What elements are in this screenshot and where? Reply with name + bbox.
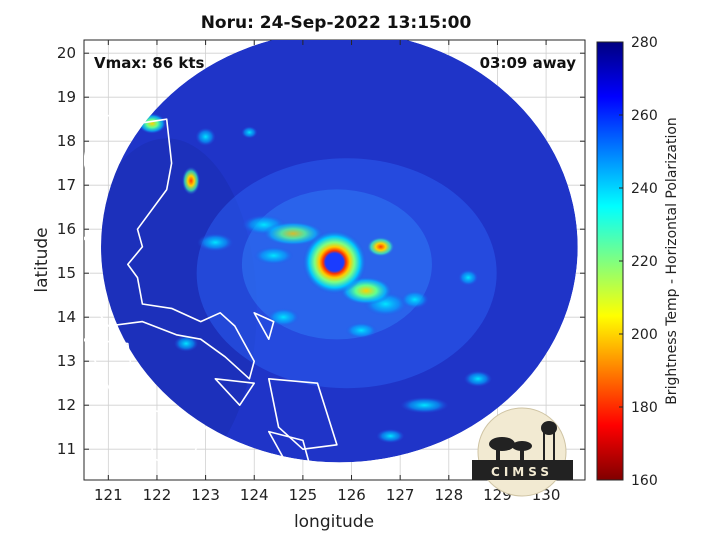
y-tick-label: 19 xyxy=(57,88,76,106)
convective-cell xyxy=(241,126,258,139)
convective-cell xyxy=(345,322,378,339)
x-tick-label: 128 xyxy=(434,486,463,504)
colorbar-label: Brightness Temp - Horizontal Polarizatio… xyxy=(664,117,680,405)
colorbar-tick-label: 220 xyxy=(631,254,658,270)
x-tick-label: 122 xyxy=(143,486,172,504)
colorbar-ticks: 160 180 200 220 240 260 280 xyxy=(619,35,658,489)
coastline xyxy=(253,312,275,340)
coastline xyxy=(268,378,338,450)
coastline xyxy=(268,430,314,477)
colorbar-tick-label: 280 xyxy=(631,35,658,51)
convective-cell xyxy=(195,127,216,146)
y-tick-label: 11 xyxy=(57,440,76,458)
convective-cell xyxy=(400,397,449,414)
y-ticks: 11 12 13 14 15 16 17 18 19 20 xyxy=(57,44,585,458)
time-away-annotation: 03:09 away xyxy=(480,54,577,72)
y-tick-label: 17 xyxy=(57,176,76,194)
outer-band xyxy=(366,236,395,257)
convective-cell xyxy=(400,290,429,309)
colorbar-tick-label: 200 xyxy=(631,327,658,343)
luzon-band xyxy=(182,166,201,195)
logo-text: CIMSS xyxy=(491,465,553,479)
convective-cell xyxy=(174,335,199,352)
x-tick-label: 127 xyxy=(386,486,415,504)
y-tick-label: 14 xyxy=(57,308,76,326)
y-tick-label: 15 xyxy=(57,264,76,282)
coastline xyxy=(84,114,255,380)
eyewall xyxy=(302,230,367,295)
colorbar-tick-label: 160 xyxy=(631,473,658,489)
convective-cell xyxy=(253,246,294,265)
y-tick-label: 20 xyxy=(57,44,76,62)
y-tick-label: 16 xyxy=(57,220,76,238)
coastline xyxy=(84,338,134,398)
colorbar xyxy=(596,41,624,481)
x-axis-label: longitude xyxy=(294,512,374,532)
x-tick-label: 125 xyxy=(289,486,318,504)
x-tick-label: 121 xyxy=(94,486,123,504)
y-tick-label: 18 xyxy=(57,132,76,150)
x-tick-label: 123 xyxy=(191,486,220,504)
x-tick-label: 126 xyxy=(337,486,366,504)
x-tick-label: 124 xyxy=(240,486,269,504)
rainband xyxy=(263,221,324,246)
convective-cell xyxy=(458,269,479,286)
chart-title: Noru: 24-Sep-2022 13:15:00 xyxy=(201,13,472,33)
coastlines xyxy=(84,114,338,477)
convective-cell xyxy=(197,233,234,252)
colorbar-tick-label: 180 xyxy=(631,400,658,416)
cimss-logo: CIMSS xyxy=(472,407,573,497)
colorbar-tick-label: 260 xyxy=(631,108,658,124)
y-axis-label: latitude xyxy=(32,227,52,292)
vmax-annotation: Vmax: 86 kts xyxy=(94,54,204,72)
coastline xyxy=(151,408,207,472)
coastline xyxy=(214,378,255,406)
colorbar-tick-label: 240 xyxy=(631,181,658,197)
y-tick-label: 13 xyxy=(57,352,76,370)
y-tick-label: 12 xyxy=(57,396,76,414)
convective-cell xyxy=(267,308,300,327)
convective-cell xyxy=(376,429,405,443)
convective-cell xyxy=(463,370,492,387)
